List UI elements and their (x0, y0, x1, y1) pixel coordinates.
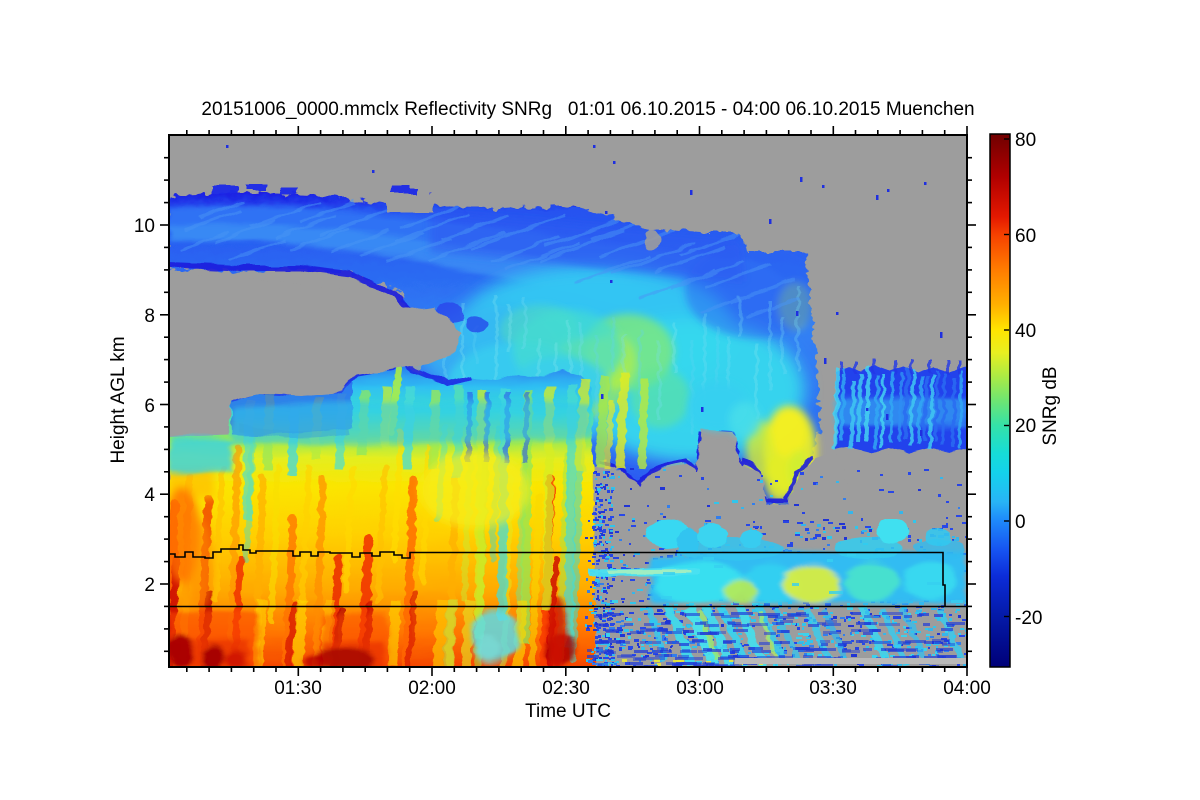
svg-text:04:00: 04:00 (943, 678, 991, 699)
svg-text:60: 60 (1015, 226, 1036, 247)
svg-text:03:30: 03:30 (809, 678, 857, 699)
svg-text:03:00: 03:00 (676, 678, 724, 699)
svg-text:20: 20 (1015, 416, 1036, 437)
svg-text:01:30: 01:30 (274, 678, 322, 699)
svg-text:80: 80 (1015, 130, 1036, 151)
svg-text:0: 0 (1015, 512, 1026, 533)
svg-text:2: 2 (144, 575, 155, 596)
svg-text:SNRg dB: SNRg dB (1040, 366, 1061, 445)
svg-text:Time UTC: Time UTC (525, 701, 611, 722)
svg-text:4: 4 (144, 485, 155, 506)
svg-text:6: 6 (144, 396, 155, 417)
svg-text:20151006_0000.mmclx Reflectivi: 20151006_0000.mmclx Reflectivity SNRg 01… (201, 99, 974, 120)
svg-text:8: 8 (144, 306, 155, 327)
svg-text:10: 10 (134, 216, 155, 237)
svg-text:02:30: 02:30 (542, 678, 590, 699)
svg-text:02:00: 02:00 (408, 678, 456, 699)
svg-text:-20: -20 (1015, 608, 1042, 629)
svg-text:40: 40 (1015, 321, 1036, 342)
svg-text:Height AGL km: Height AGL km (108, 336, 129, 463)
